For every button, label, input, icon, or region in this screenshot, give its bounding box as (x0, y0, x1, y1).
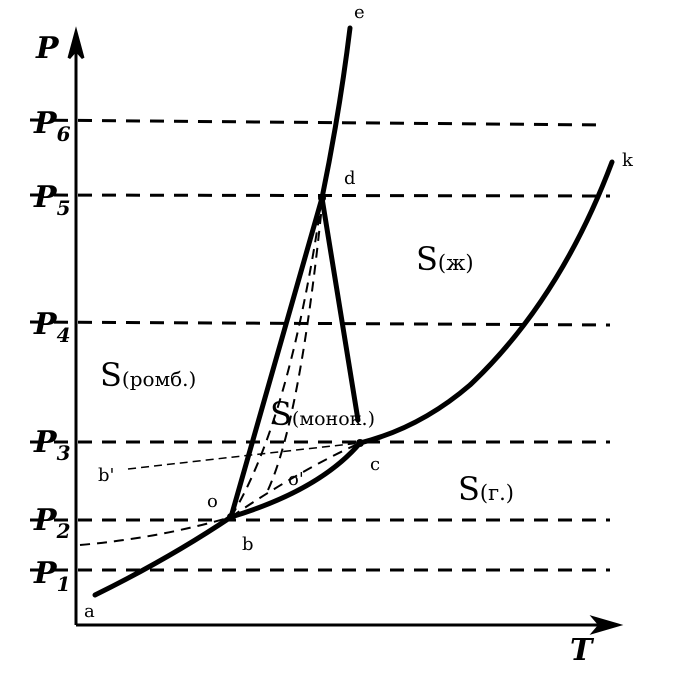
triple-point-d (318, 194, 326, 202)
pressure-label-2: P2 (33, 503, 71, 543)
curve-b-c (228, 440, 363, 520)
curve-c-k (357, 159, 615, 446)
region-liquid: S(ж) (416, 240, 474, 278)
dashed-b-prime-line (127, 442, 361, 470)
curve-c-d (319, 195, 361, 423)
pressure-labels: P6 P5 P4 P3 P2 P1 (33, 106, 71, 596)
curve-b-d (228, 195, 325, 520)
region-rhombic: S(ромб.) (100, 356, 196, 394)
region-monoclinic: S(монок.) (270, 395, 375, 433)
pressure-label-1: P1 (33, 556, 70, 596)
curve-d-e (319, 25, 353, 201)
point-label-a: a (84, 601, 95, 622)
phase-boundaries (92, 25, 615, 598)
y-axis-label: P (35, 31, 60, 66)
point-label-o: o (207, 491, 218, 512)
triple-point-c (356, 439, 364, 447)
point-label-b-prime: b' (98, 465, 114, 486)
dashed-o-d (230, 197, 323, 518)
point-label-o-prime: o' (288, 469, 304, 490)
pressure-line-6 (29, 118, 606, 127)
metastable-lines (79, 197, 361, 546)
point-label-c: c (370, 454, 380, 475)
pressure-label-3: P3 (33, 425, 71, 465)
pressure-label-6: P6 (33, 106, 71, 146)
point-label-d: d (344, 168, 356, 189)
triple-point-b (227, 513, 235, 521)
region-labels: S(ромб.) S(монок.) S(ж) S(г.) (100, 240, 514, 508)
curve-a-b (92, 514, 234, 598)
point-label-e: e (354, 2, 365, 23)
pressure-label-5: P5 (33, 180, 70, 220)
dashed-b-left (79, 516, 232, 546)
pressure-label-4: P4 (33, 307, 70, 347)
x-axis-arrow (589, 615, 624, 635)
dashed-o-prime-d (267, 204, 323, 491)
y-axis-arrow (67, 26, 85, 59)
point-label-b: b (242, 534, 254, 555)
point-labels: a b c d e k o o' b' (84, 2, 634, 622)
dashed-b-o-prime-c (230, 442, 361, 518)
point-label-k: k (622, 150, 634, 171)
region-gas: S(г.) (458, 470, 514, 508)
x-axis-label: T (570, 633, 595, 668)
axes (67, 26, 624, 635)
dashed-b-prime-c (127, 442, 361, 470)
pressure-line-4 (29, 320, 611, 327)
pressure-level-lines (29, 118, 611, 572)
